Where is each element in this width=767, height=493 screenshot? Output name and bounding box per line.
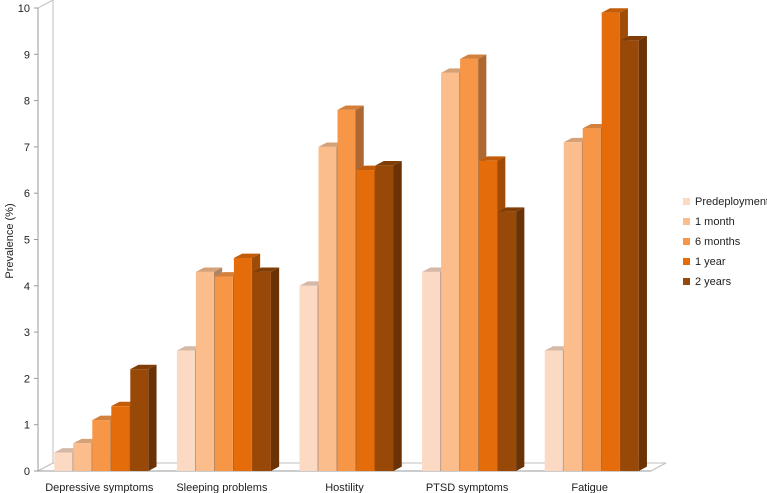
bar-top: [130, 364, 157, 370]
bar-top: [337, 105, 364, 110]
bar-front: [563, 142, 582, 471]
bar-front: [252, 271, 271, 471]
bar-front: [601, 12, 620, 471]
legend-item: Predeployment: [683, 196, 767, 208]
y-tick-label: 8: [24, 96, 30, 108]
bar-front: [337, 109, 356, 472]
legend-item: 6 months: [683, 236, 741, 248]
x-category-label: Fatigue: [571, 482, 608, 493]
bar-top: [375, 161, 402, 166]
y-axis-ticks: 0 1 2 3 4 5 6 7 8 9 10: [18, 3, 38, 478]
bar-top: [233, 253, 261, 259]
y-tick-label: 4: [24, 281, 30, 293]
bar-side: [516, 207, 525, 471]
bar-front: [111, 406, 130, 471]
y-axis-label: Prevalence (%): [4, 203, 16, 278]
legend-swatch: [683, 258, 690, 265]
x-category-label: Hostility: [325, 482, 364, 493]
x-category-label: Depressive symptoms: [45, 482, 154, 493]
bar-side: [148, 364, 157, 471]
bar: [252, 267, 280, 471]
bar: [130, 364, 157, 471]
bar-top: [479, 156, 506, 161]
legend-label: 1 year: [695, 256, 726, 268]
bar-front: [356, 170, 375, 472]
bar: [498, 207, 525, 471]
legend-swatch: [683, 218, 690, 225]
legend-swatch: [683, 278, 690, 285]
bar-front: [544, 350, 563, 471]
bar-front: [422, 271, 441, 471]
legend-swatch: [683, 238, 690, 245]
legend: Predeployment 1 month 6 months 1 year 2 year…: [683, 196, 767, 288]
bar-front: [176, 350, 195, 471]
bar-top: [195, 267, 223, 272]
bar-side: [393, 161, 402, 471]
x-category-label: PTSD symptoms: [426, 482, 509, 493]
y-tick-label: 1: [24, 420, 30, 432]
bar-top: [498, 207, 525, 212]
y-tick-label: 3: [24, 327, 30, 339]
bar-side: [638, 36, 647, 471]
bar-front: [195, 271, 214, 471]
bar-front: [498, 211, 517, 471]
legend-item: 2 years: [683, 276, 732, 288]
bar-front: [214, 276, 233, 471]
bar-front: [441, 72, 460, 471]
legend-swatch: [683, 198, 690, 205]
side-wall: [37, 0, 54, 472]
y-tick-label: 9: [24, 49, 30, 61]
y-tick-label: 0: [24, 466, 30, 478]
bar-front: [92, 420, 111, 471]
bar-front: [73, 443, 92, 471]
bar-front: [582, 128, 601, 471]
bar-front: [299, 285, 318, 471]
y-tick-label: 5: [24, 235, 30, 247]
legend-label: Predeployment: [695, 196, 767, 208]
y-tick-label: 7: [24, 142, 30, 154]
bar-top: [601, 8, 628, 13]
bar-front: [460, 58, 479, 472]
bar-top: [460, 54, 487, 59]
x-category-label: Sleeping problems: [176, 482, 268, 493]
bar-front: [620, 40, 639, 471]
y-tick-label: 6: [24, 188, 30, 200]
bar-front: [375, 165, 394, 472]
chart-bars: [54, 8, 647, 472]
bar-top: [620, 36, 647, 41]
bar-side: [270, 267, 280, 471]
legend-item: 1 year: [683, 256, 726, 268]
legend-label: 1 month: [695, 216, 735, 228]
bar-front: [479, 160, 498, 472]
bar-front: [318, 146, 337, 471]
bar-front: [130, 369, 149, 471]
legend-label: 6 months: [695, 236, 741, 248]
y-tick-label: 10: [18, 3, 30, 15]
bar-top: [252, 267, 280, 272]
legend-label: 2 years: [695, 276, 732, 288]
legend-item: 1 month: [683, 216, 735, 228]
x-axis-categories: Depressive symptoms Sleeping problems Host…: [45, 482, 608, 493]
bar-front: [233, 258, 252, 471]
bar: [375, 161, 402, 472]
bar-front: [54, 452, 73, 471]
bar: [620, 36, 647, 471]
y-tick-label: 2: [24, 373, 30, 385]
